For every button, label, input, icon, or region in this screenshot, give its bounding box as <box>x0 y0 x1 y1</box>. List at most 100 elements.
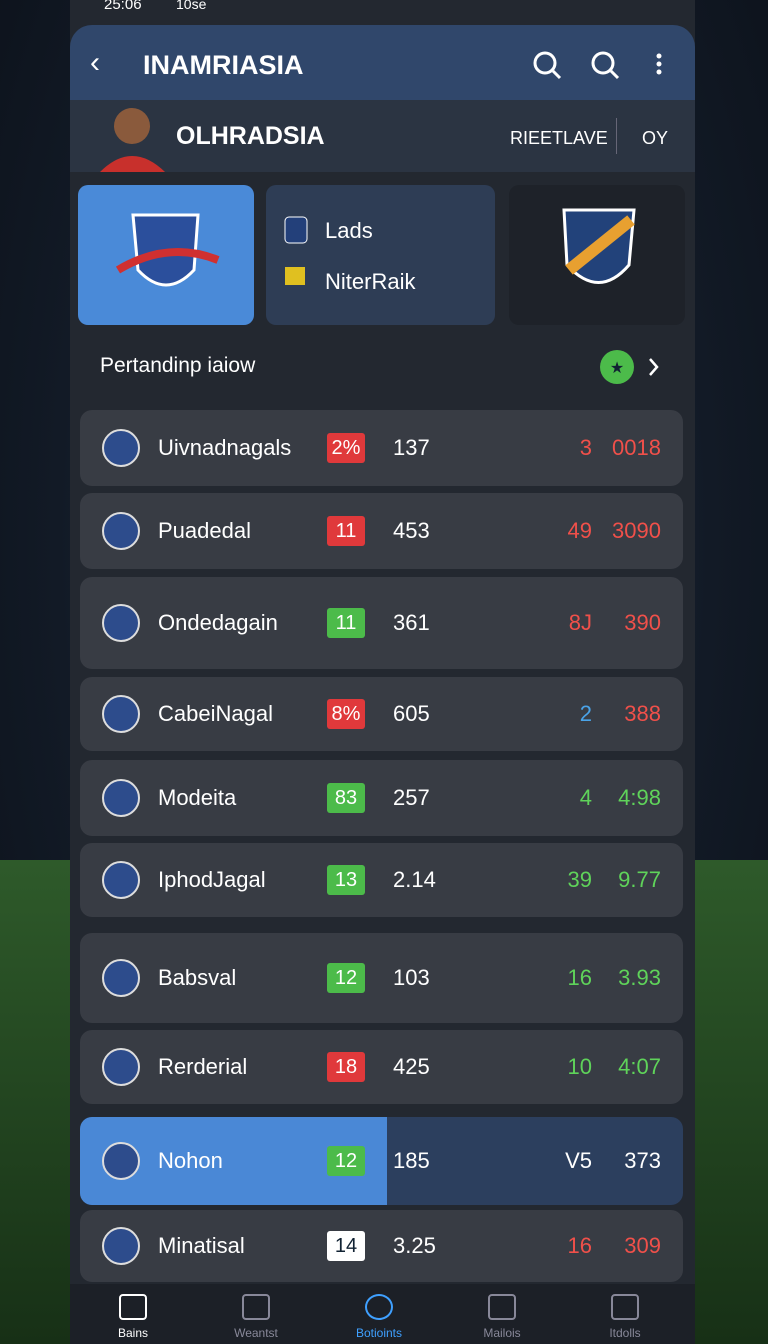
svg-text:★: ★ <box>610 360 624 377</box>
match-row[interactable] <box>80 933 683 1023</box>
match-stat: 3 <box>579 435 592 460</box>
icon-search[interactable] <box>591 51 615 75</box>
team-name: Uivnadnagals <box>158 435 292 460</box>
team-icon <box>102 1227 140 1265</box>
match-value: 2.14 <box>393 867 436 892</box>
section-title: Pertandinp iaiow <box>100 354 256 377</box>
match-row[interactable] <box>80 493 683 569</box>
match-stat: 16 <box>567 965 592 990</box>
badge: 8% <box>327 699 365 729</box>
match-stat: 16 <box>567 1233 592 1258</box>
team-name: Modeita <box>158 785 237 810</box>
match-stat: 2 <box>579 701 592 726</box>
card-item: Lads <box>325 218 373 243</box>
top-bar <box>70 25 695 101</box>
info-card[interactable]: Lads NiterRaik <box>266 185 495 325</box>
badge: 83 <box>327 783 365 813</box>
match-value: 137 <box>393 435 430 460</box>
match-stat: 8J <box>568 610 592 635</box>
nav-icon[interactable] <box>119 1294 147 1320</box>
profile-extra[interactable]: OY <box>642 128 669 148</box>
icon-target[interactable] <box>533 51 557 75</box>
match-score: 3.93 <box>618 965 661 990</box>
team-icon <box>102 604 140 642</box>
team-icon <box>102 779 140 817</box>
match-value: 425 <box>393 1054 430 1079</box>
team-name: Babsval <box>158 965 237 990</box>
profile-bar <box>70 100 695 172</box>
nav-icon[interactable] <box>611 1294 639 1320</box>
nav-icon[interactable] <box>242 1294 270 1320</box>
match-score: 4:98 <box>618 785 661 810</box>
match-value: 361 <box>393 610 430 635</box>
card-item: NiterRaik <box>325 269 416 294</box>
nav-label[interactable]: Itdolls <box>609 1326 641 1340</box>
team-name: Rerderial <box>158 1054 248 1079</box>
team-name: Puadedal <box>158 518 251 543</box>
badge: 12 <box>327 963 365 993</box>
team-name: CabeiNagal <box>158 701 273 726</box>
match-row[interactable] <box>80 577 683 669</box>
status-time: 25:06 <box>104 0 142 13</box>
nav-icon[interactable] <box>365 1294 393 1320</box>
team-icon <box>102 1142 140 1180</box>
profile-action[interactable]: RIEETLAVE <box>510 128 608 148</box>
badge: 12 <box>327 1146 365 1176</box>
section-controls[interactable]: ★ <box>600 349 668 385</box>
match-value: 605 <box>393 701 430 726</box>
nav-label[interactable]: Weantst <box>234 1326 278 1340</box>
team-icon <box>102 861 140 899</box>
team-name: Ondedagain <box>158 610 278 635</box>
match-score: 0018 <box>612 435 661 460</box>
match-score: 373 <box>624 1148 661 1173</box>
match-row[interactable] <box>80 1210 683 1282</box>
team-icon <box>102 512 140 550</box>
match-value: 3.25 <box>393 1233 436 1258</box>
team-icon <box>102 959 140 997</box>
match-row[interactable] <box>80 1030 683 1104</box>
match-stat: 4 <box>579 785 592 810</box>
match-row[interactable] <box>80 410 683 486</box>
team-card[interactable] <box>509 185 685 325</box>
match-row[interactable] <box>80 760 683 836</box>
match-score: 309 <box>624 1233 661 1258</box>
team-card[interactable] <box>78 185 254 325</box>
profile-avatar <box>100 108 165 172</box>
match-stat: 39 <box>567 867 592 892</box>
profile-name: OLHRADSIA <box>176 122 325 150</box>
team-icon <box>102 1048 140 1086</box>
match-score: 4:07 <box>618 1054 661 1079</box>
match-row[interactable] <box>80 677 683 751</box>
badge: 11 <box>327 516 365 546</box>
team-name: Minatisal <box>158 1233 245 1258</box>
match-score: 9.77 <box>618 867 661 892</box>
match-score: 390 <box>624 610 661 635</box>
team-name: IphodJagal <box>158 867 266 892</box>
team-icon <box>102 695 140 733</box>
match-row[interactable] <box>80 843 683 917</box>
team-name: Nohon <box>158 1148 223 1173</box>
badge: 14 <box>327 1231 365 1261</box>
badge: 2% <box>327 433 365 463</box>
divider <box>616 118 617 154</box>
back-button[interactable]: ‹ <box>90 46 100 79</box>
match-score: 388 <box>624 701 661 726</box>
status-note: 10se <box>176 0 207 12</box>
nav-label[interactable]: Botioints <box>355 1326 403 1340</box>
match-value: 453 <box>393 518 430 543</box>
match-score: 3090 <box>612 518 661 543</box>
match-value: 103 <box>393 965 430 990</box>
match-value: 185 <box>393 1148 430 1173</box>
nav-label[interactable]: Mailois <box>483 1326 521 1340</box>
header-title: INAMRIASIA <box>143 50 304 80</box>
match-stat: 10 <box>567 1054 592 1079</box>
match-value: 257 <box>393 785 430 810</box>
nav-label[interactable]: Bains <box>117 1326 149 1340</box>
badge: 13 <box>327 865 365 895</box>
nav-icon[interactable] <box>488 1294 516 1320</box>
badge: 11 <box>327 608 365 638</box>
badge: 18 <box>327 1052 365 1082</box>
team-icon <box>102 429 140 467</box>
header-icons <box>533 51 662 80</box>
